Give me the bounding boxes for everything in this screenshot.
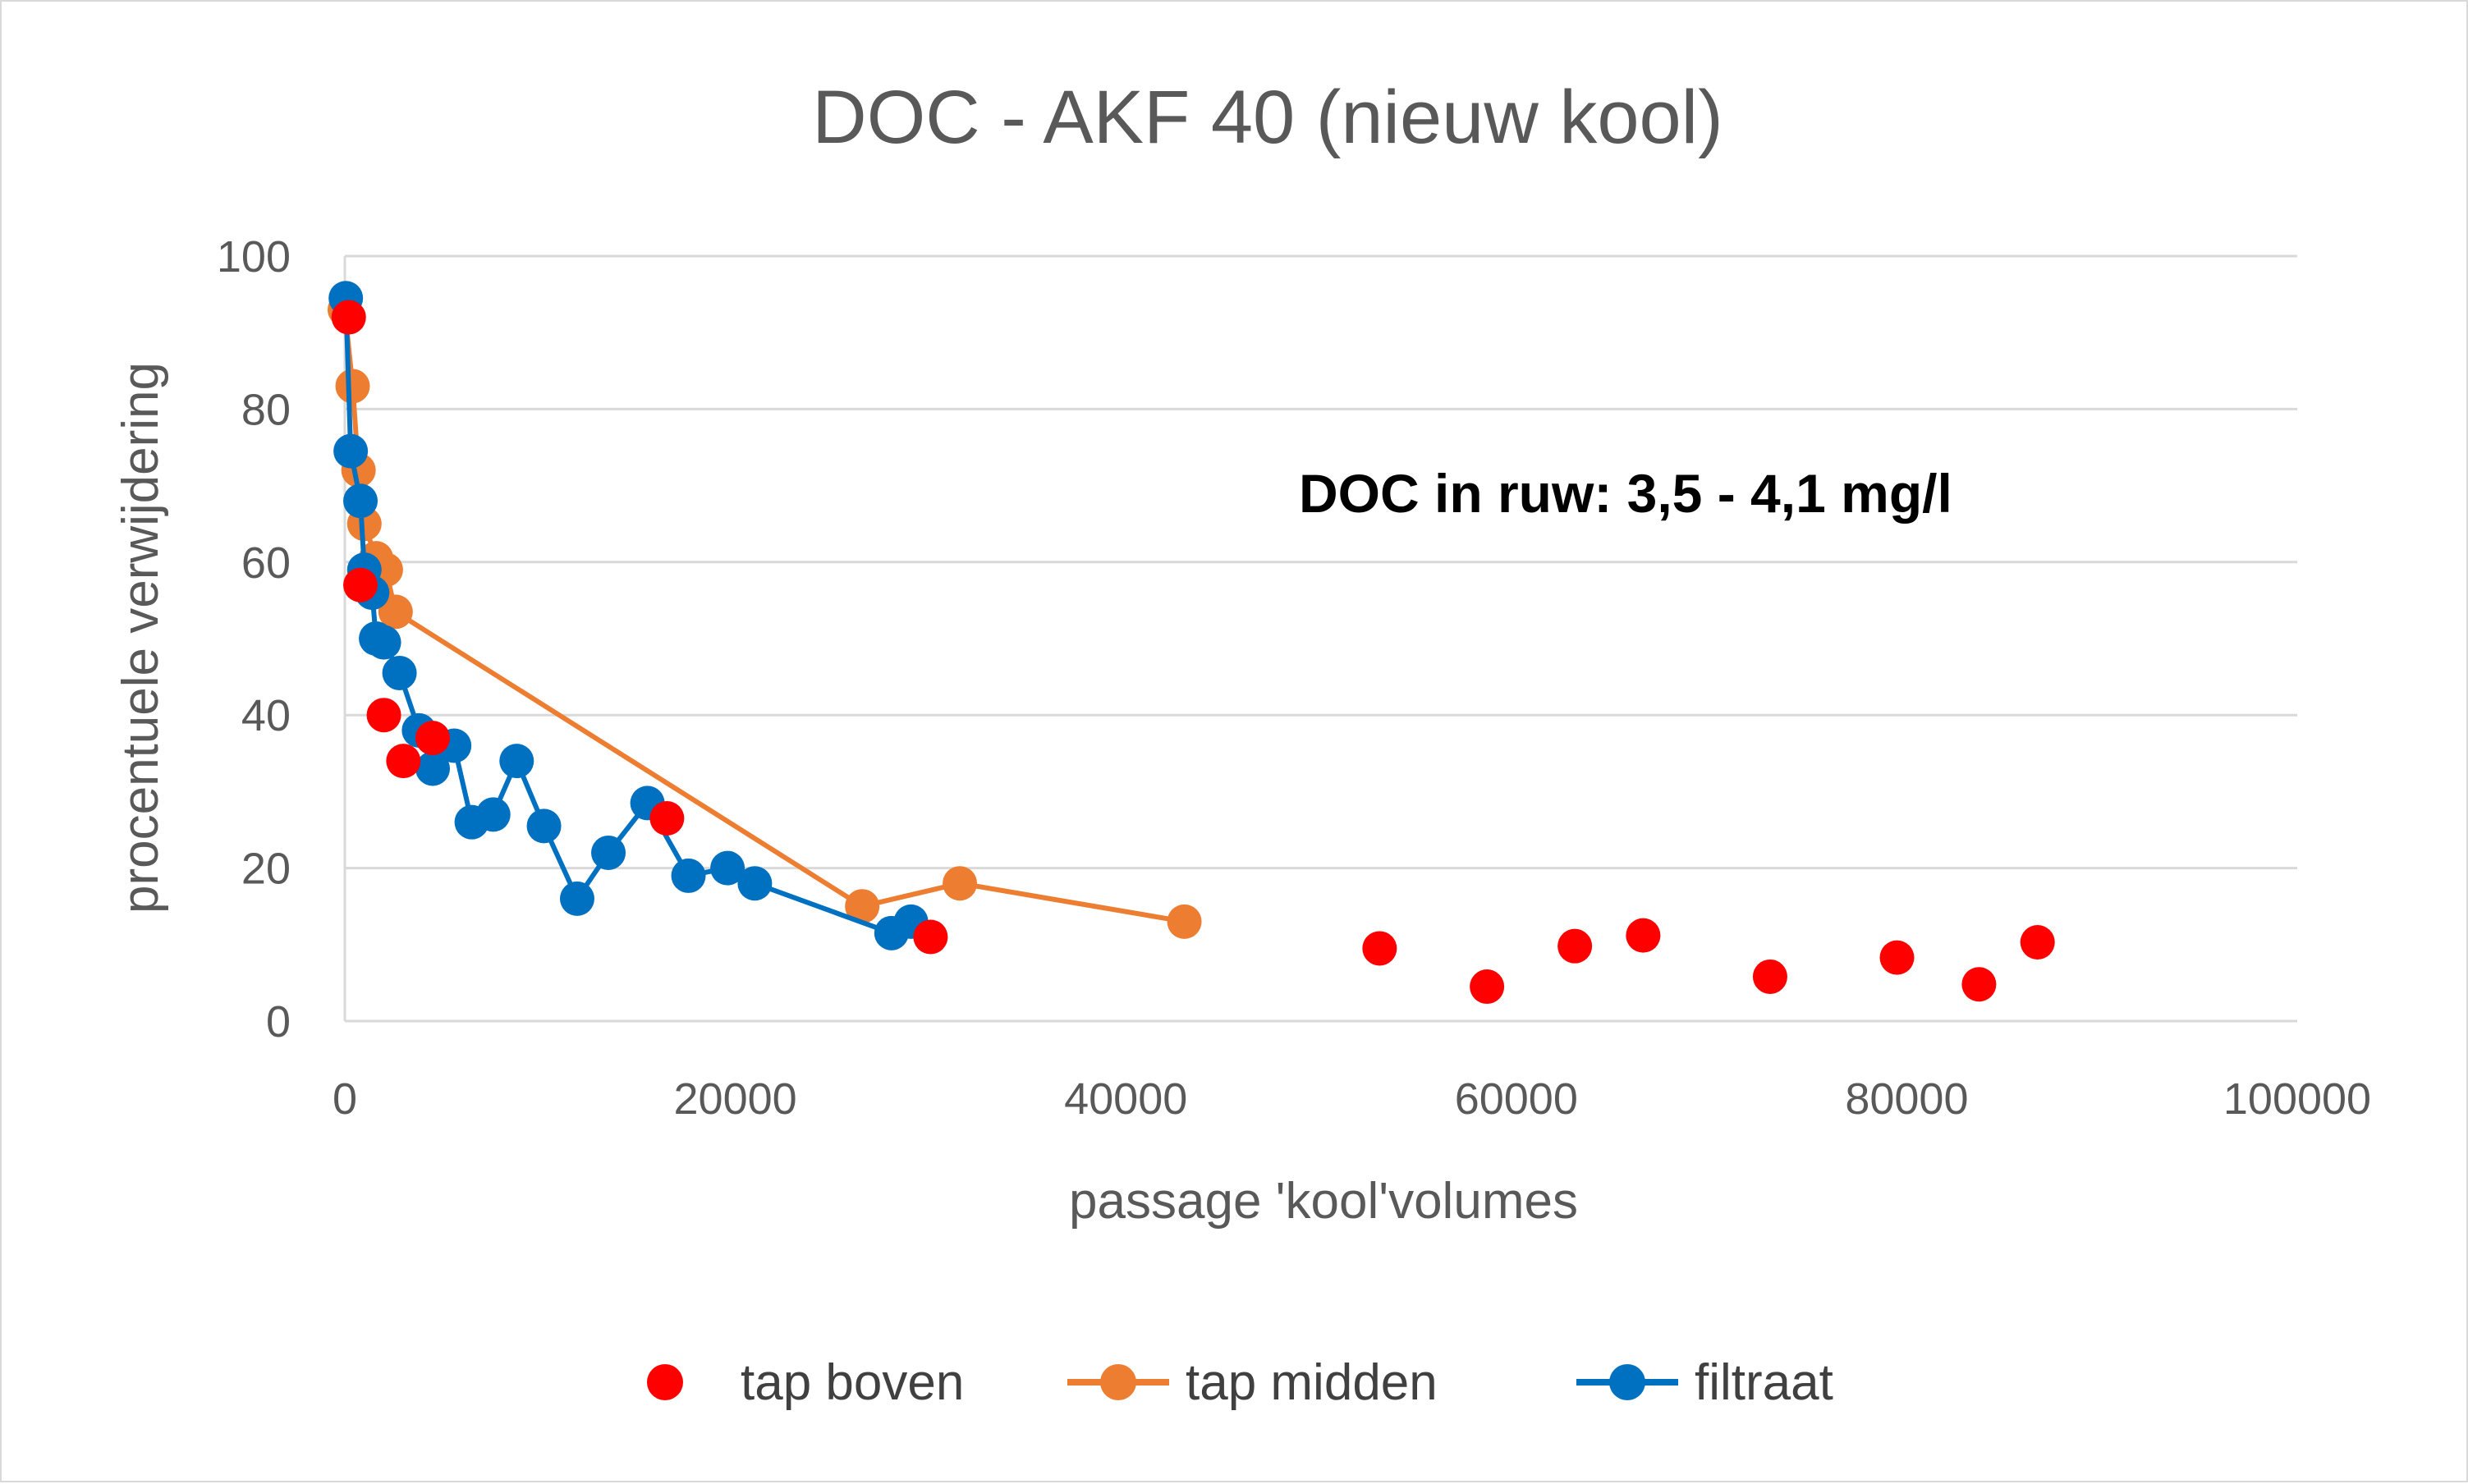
data-point [943, 866, 978, 901]
legend-marker [1609, 1364, 1645, 1400]
series-filtraat [328, 281, 929, 950]
y-tick-label: 100 [217, 232, 291, 282]
legend-label: tap boven [741, 1354, 964, 1411]
data-point [366, 625, 401, 660]
data-point [591, 835, 626, 870]
x-axis-ticks: 0 20000 40000 60000 80000 100000 [333, 1074, 2371, 1124]
data-point [499, 744, 534, 779]
data-point [378, 594, 413, 630]
chart-title: DOC - AKF 40 (nieuw kool) [812, 76, 1723, 159]
data-point [1470, 969, 1505, 1005]
legend-entry: tap boven [647, 1354, 964, 1411]
data-point [737, 866, 773, 901]
data-point [913, 919, 948, 955]
data-point [845, 889, 880, 924]
data-point [475, 797, 511, 832]
legend-entry: filtraat [1576, 1354, 1833, 1411]
data-point [335, 369, 370, 404]
legend-marker [1100, 1364, 1136, 1400]
data-point [1167, 904, 1202, 939]
x-tick-label: 80000 [1845, 1074, 1968, 1124]
legend-label: tap midden [1186, 1354, 1438, 1411]
data-point [382, 655, 417, 690]
data-point [343, 483, 378, 519]
y-axis-label: procentuele verwijdering [112, 362, 169, 914]
series-line [343, 298, 913, 936]
y-tick-label: 0 [266, 997, 291, 1047]
x-tick-label: 20000 [674, 1074, 797, 1124]
data-point [1961, 967, 1997, 1002]
x-tick-label: 60000 [1455, 1074, 1578, 1124]
data-point [559, 881, 594, 916]
legend: tap boven tap midden filtraat [647, 1354, 1833, 1411]
data-point [671, 858, 706, 893]
data-point [366, 698, 401, 733]
legend-label: filtraat [1695, 1354, 1833, 1411]
data-point [343, 567, 378, 602]
x-tick-label: 0 [333, 1074, 357, 1124]
data-point [1362, 931, 1397, 966]
data-point [415, 721, 451, 756]
data-point [1879, 940, 1915, 975]
data-point [333, 433, 369, 469]
data-point [710, 850, 745, 886]
series-tap-boven [331, 300, 2055, 1005]
gridlines [343, 254, 2297, 1023]
y-tick-label: 60 [241, 538, 291, 588]
legend-marker [647, 1364, 683, 1400]
data-point [331, 300, 366, 335]
data-point [526, 808, 562, 844]
x-axis-label: passage 'kool'volumes [1069, 1173, 1578, 1230]
data-point [386, 744, 421, 779]
data-point [1557, 928, 1593, 964]
y-tick-label: 80 [241, 385, 291, 434]
data-point [1752, 959, 1787, 994]
y-tick-label: 20 [241, 845, 291, 894]
x-tick-label: 100000 [2223, 1074, 2371, 1124]
data-point [649, 801, 685, 836]
series-layer [328, 281, 2055, 1005]
doc-annotation: DOC in ruw: 3,5 - 4,1 mg/l [1299, 463, 1952, 524]
legend-entry: tap midden [1067, 1354, 1438, 1411]
series-tap-midden [328, 292, 1202, 939]
data-point [2020, 925, 2055, 960]
data-point [415, 751, 451, 786]
y-axis-ticks: 0 20 40 60 80 100 [217, 232, 291, 1047]
y-tick-label: 40 [241, 691, 291, 740]
x-tick-label: 40000 [1064, 1074, 1187, 1124]
data-point [1626, 918, 1661, 953]
